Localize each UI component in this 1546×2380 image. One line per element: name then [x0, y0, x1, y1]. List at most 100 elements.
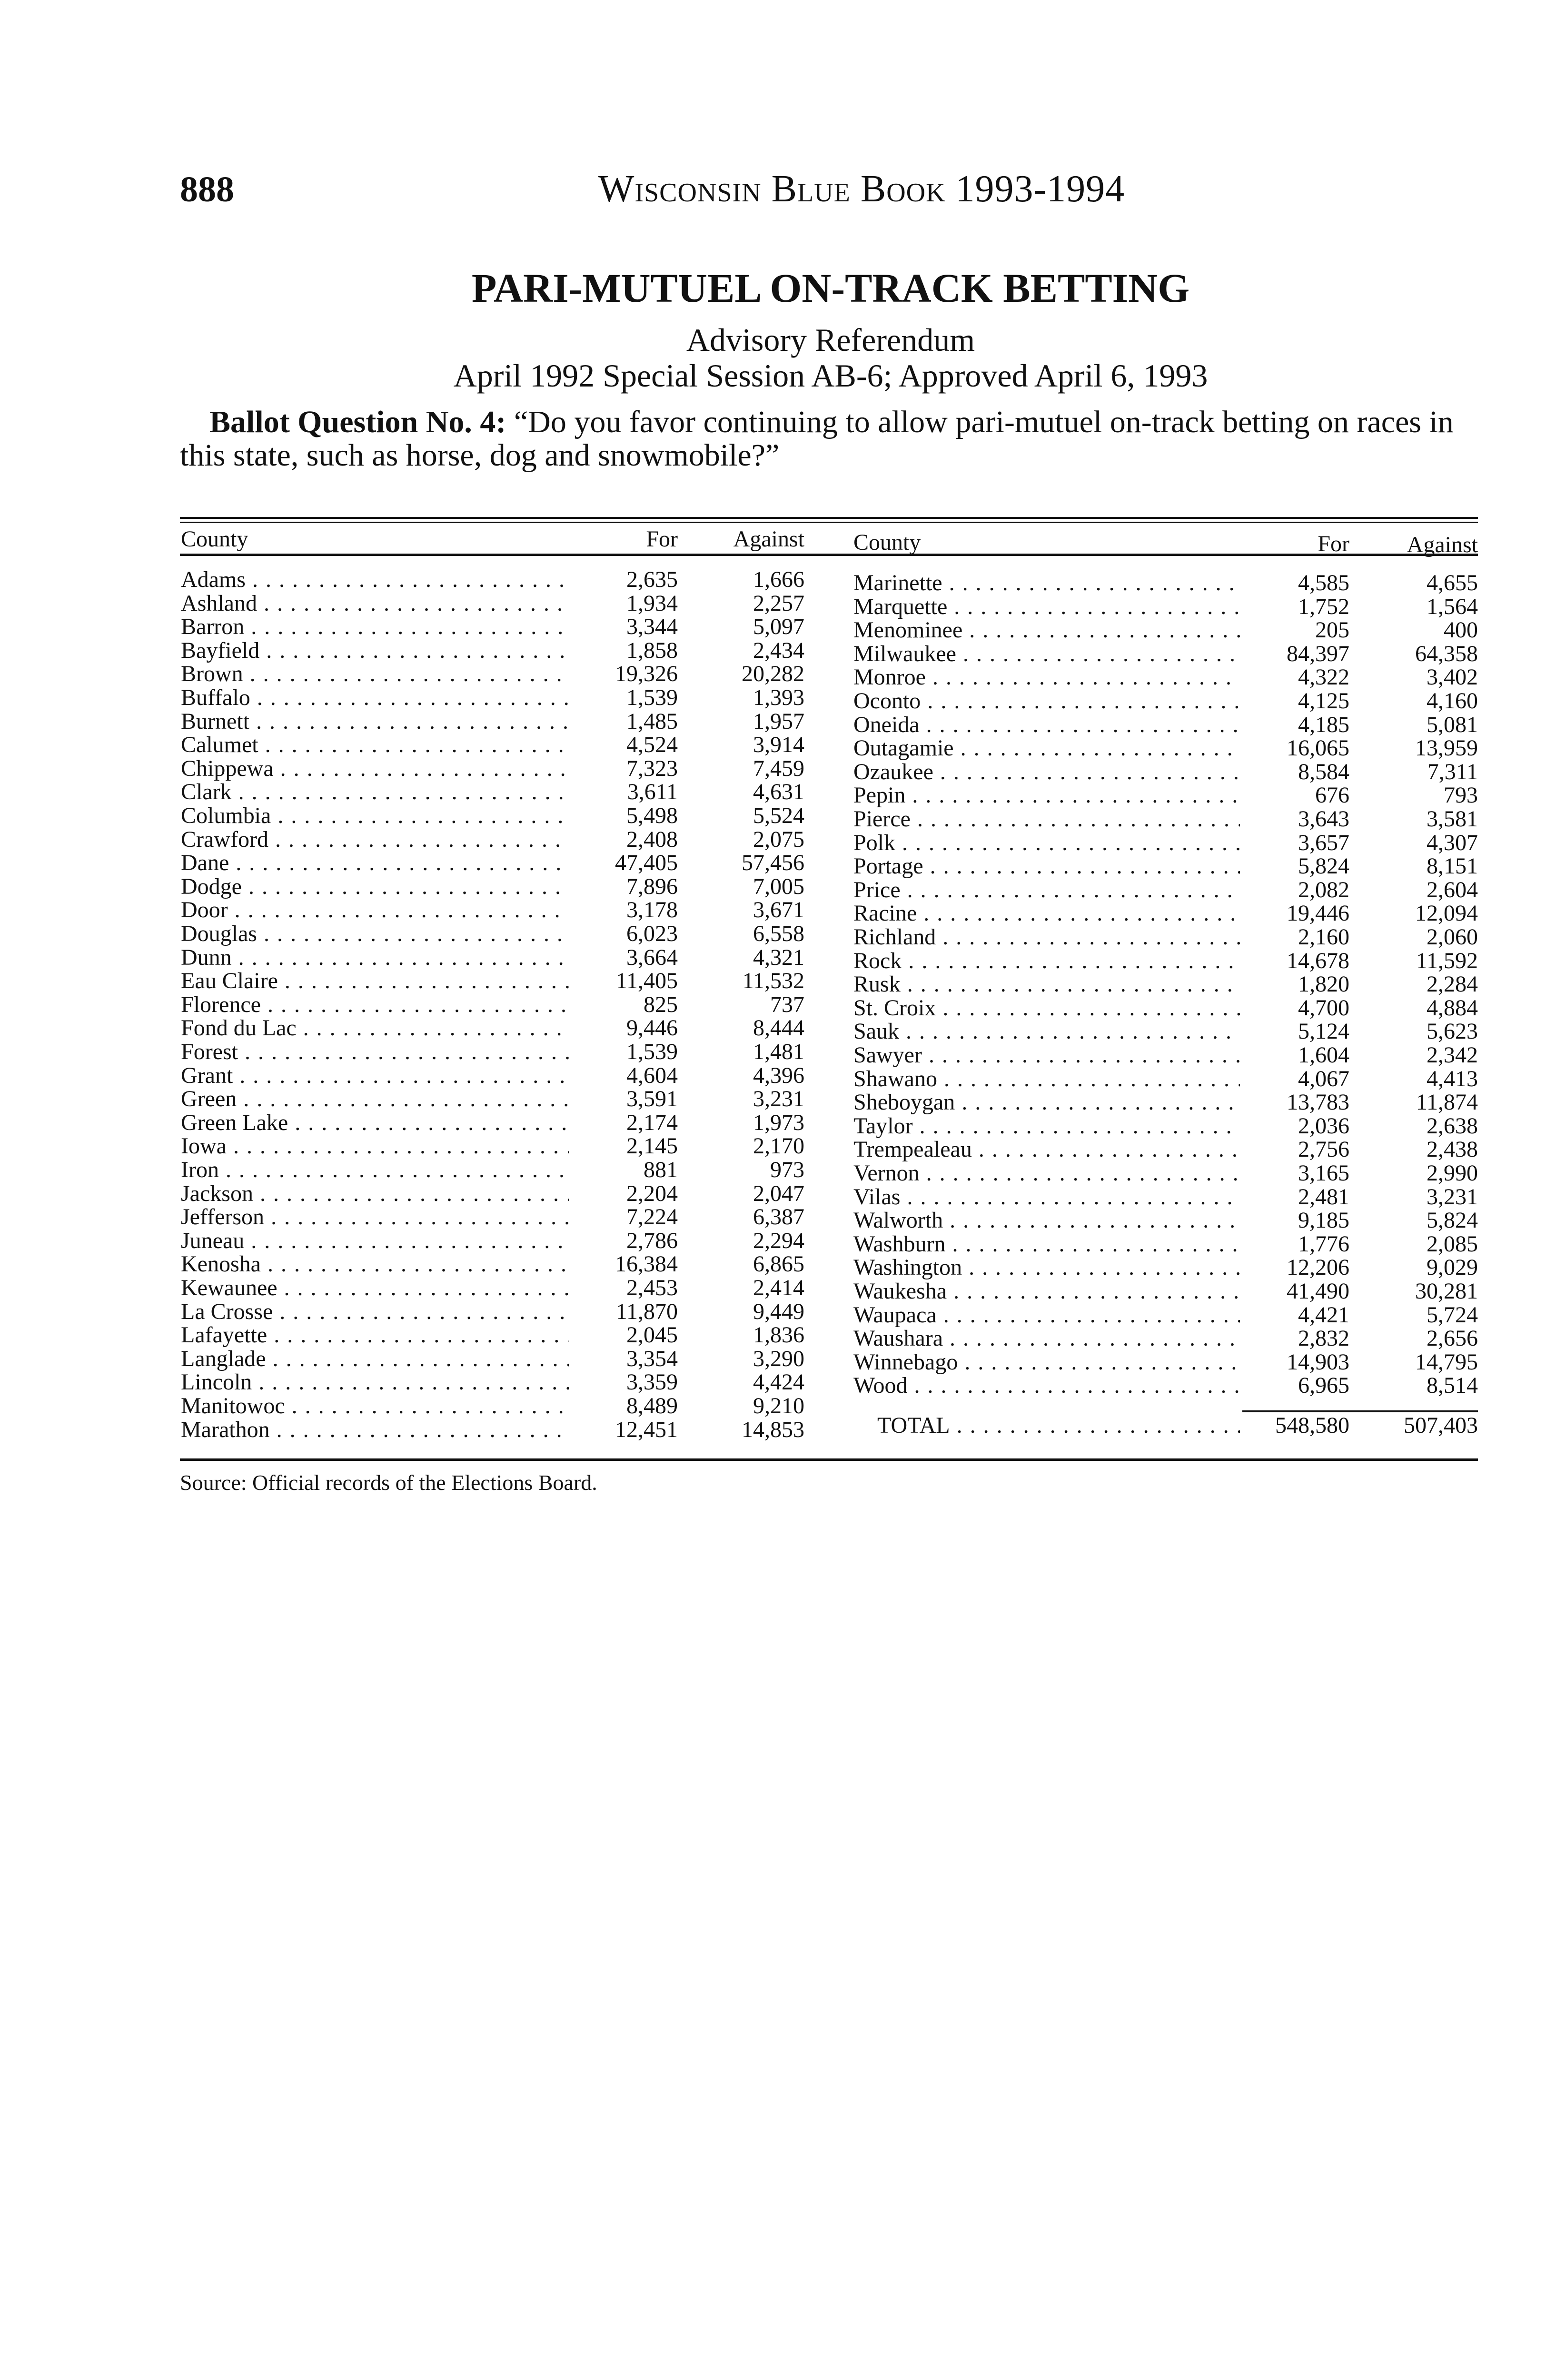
against-votes: 8,151	[1427, 853, 1478, 879]
against-votes: 14,795	[1415, 1349, 1478, 1375]
against-votes: 793	[1444, 783, 1478, 808]
total-row: TOTAL 548,580 507,403	[853, 1414, 1478, 1438]
table-row: Monroe 4,322 3,402	[853, 665, 1478, 689]
for-votes: 3,643	[1298, 806, 1349, 832]
county-name: Trempealeau	[853, 1138, 1240, 1161]
for-votes: 3,344	[626, 614, 678, 640]
for-votes: 825	[644, 992, 678, 1017]
against-votes: 4,655	[1427, 570, 1478, 595]
for-votes: 4,421	[1298, 1302, 1349, 1328]
table-row: Chippewa 7,323 7,459	[181, 755, 804, 781]
county-name: Pierce	[853, 807, 1240, 831]
county-name: Green Lake	[181, 1111, 569, 1135]
table-row: Menominee 205 400	[853, 618, 1478, 642]
for-votes: 6,965	[1298, 1373, 1349, 1398]
for-votes: 3,611	[627, 779, 678, 805]
against-votes: 4,160	[1427, 688, 1478, 714]
for-votes: 9,185	[1298, 1208, 1349, 1233]
for-votes: 9,446	[626, 1015, 678, 1041]
table-row: Ozaukee 8,584 7,311	[853, 760, 1478, 784]
table-row: Dane 47,405 57,456	[181, 851, 804, 875]
page-title: PARI-MUTUEL ON-TRACK BETTING	[471, 265, 1190, 311]
for-votes: 12,206	[1287, 1255, 1349, 1280]
county-name: Polk	[853, 831, 1240, 855]
for-votes: 13,783	[1287, 1090, 1349, 1115]
against-votes: 4,396	[753, 1062, 804, 1088]
for-votes: 1,858	[626, 637, 678, 663]
against-votes: 7,005	[753, 873, 804, 899]
for-votes: 2,145	[626, 1133, 678, 1159]
for-votes: 1,820	[1298, 972, 1349, 997]
table-row: Polk 3,657 4,307	[853, 831, 1478, 855]
against-votes: 400	[1444, 617, 1478, 643]
county-name: Monroe	[853, 665, 1240, 689]
table-row: Marquette 1,752 1,564	[853, 595, 1478, 619]
county-name: Iron	[181, 1158, 569, 1182]
page-number: 888	[180, 169, 234, 209]
county-name: Sauk	[853, 1020, 1240, 1043]
against-votes: 13,959	[1415, 735, 1478, 761]
against-votes: 8,444	[753, 1015, 804, 1041]
for-votes: 2,204	[626, 1180, 678, 1206]
against-votes: 20,282	[742, 661, 804, 687]
county-name: Waukesha	[853, 1279, 1240, 1303]
against-votes: 1,564	[1427, 594, 1478, 619]
table-row: Iron 881 973	[181, 1158, 804, 1182]
county-name: Adams	[181, 568, 569, 592]
for-votes: 1,752	[1298, 594, 1349, 619]
county-name: Washington	[853, 1256, 1240, 1279]
for-votes: 1,485	[626, 708, 678, 734]
running-head: Wisconsin Blue Book 1993-1994	[598, 168, 1125, 210]
against-votes: 5,824	[1427, 1208, 1478, 1233]
county-name: Lincoln	[181, 1370, 569, 1394]
against-votes: 5,623	[1427, 1019, 1478, 1044]
table-row: Columbia 5,498 5,524	[181, 804, 804, 828]
table-row: Fond du Lac 9,446 8,444	[181, 1016, 804, 1040]
for-votes: 3,165	[1298, 1160, 1349, 1186]
against-votes: 2,257	[753, 590, 804, 616]
table-row: Racine 19,446 12,094	[853, 902, 1478, 925]
table-row: Shawano 4,067 4,413	[853, 1067, 1478, 1091]
county-name: Marinette	[853, 571, 1240, 595]
table-row: Green Lake 2,174 1,973	[181, 1111, 804, 1135]
against-votes: 973	[770, 1157, 804, 1182]
table-row: Marathon 12,451 14,853	[181, 1418, 804, 1442]
table-row: Price 2,082 2,604	[853, 878, 1478, 902]
county-name: Kewaunee	[181, 1276, 569, 1300]
against-votes: 3,402	[1427, 664, 1478, 690]
ballot-question: Ballot Question No. 4: “Do you favor con…	[180, 406, 1484, 472]
for-votes: 7,224	[626, 1204, 678, 1230]
table-row: Brown 19,326 20,282	[181, 662, 804, 686]
table-row: Sawyer 1,604 2,342	[853, 1043, 1478, 1067]
table-row: Kenosha 16,384 6,865	[181, 1252, 804, 1276]
table-row: Waushara 2,832 2,656	[853, 1327, 1478, 1350]
county-name: Menominee	[853, 618, 1240, 642]
county-name: Washburn	[853, 1232, 1240, 1256]
for-votes: 11,870	[615, 1299, 678, 1324]
header-against-left: Against	[733, 526, 804, 552]
county-name: Portage	[853, 854, 1240, 878]
county-name: Green	[181, 1087, 569, 1111]
county-name: Marquette	[853, 595, 1240, 619]
source-note: Source: Official records of the Election…	[180, 1470, 597, 1495]
for-votes: 3,359	[626, 1369, 678, 1395]
county-name: La Crosse	[181, 1300, 569, 1324]
against-votes: 11,592	[1416, 948, 1478, 973]
for-votes: 19,326	[615, 661, 678, 687]
against-votes: 2,434	[753, 637, 804, 663]
table-row: Jackson 2,204 2,047	[181, 1180, 804, 1206]
table-row: Ashland 1,934 2,257	[181, 590, 804, 616]
dateline: April 1992 Special Session AB-6; Approve…	[453, 357, 1208, 394]
table-row: Waukesha 41,490 30,281	[853, 1279, 1478, 1303]
table-row: Forest 1,539 1,481	[181, 1040, 804, 1064]
county-name: Taylor	[853, 1114, 1240, 1138]
county-name: Wood	[853, 1374, 1240, 1398]
county-name: Oconto	[853, 689, 1240, 713]
table-row: Trempealeau 2,756 2,438	[853, 1138, 1478, 1161]
for-votes: 7,323	[626, 755, 678, 781]
table-row: Vilas 2,481 3,231	[853, 1185, 1478, 1209]
header-for-left: For	[646, 526, 678, 552]
for-votes: 8,489	[626, 1393, 678, 1418]
county-name: Douglas	[181, 922, 569, 946]
county-name: Iowa	[181, 1134, 569, 1158]
